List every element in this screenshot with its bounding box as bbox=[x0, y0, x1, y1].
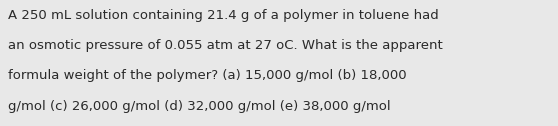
Text: g/mol (c) 26,000 g/mol (d) 32,000 g/mol (e) 38,000 g/mol: g/mol (c) 26,000 g/mol (d) 32,000 g/mol … bbox=[8, 100, 391, 113]
Text: formula weight of the polymer? (a) 15,000 g/mol (b) 18,000: formula weight of the polymer? (a) 15,00… bbox=[8, 69, 407, 82]
Text: an osmotic pressure of 0.055 atm at 27 oC. What is the apparent: an osmotic pressure of 0.055 atm at 27 o… bbox=[8, 39, 443, 52]
Text: A 250 mL solution containing 21.4 g of a polymer in toluene had: A 250 mL solution containing 21.4 g of a… bbox=[8, 9, 439, 22]
